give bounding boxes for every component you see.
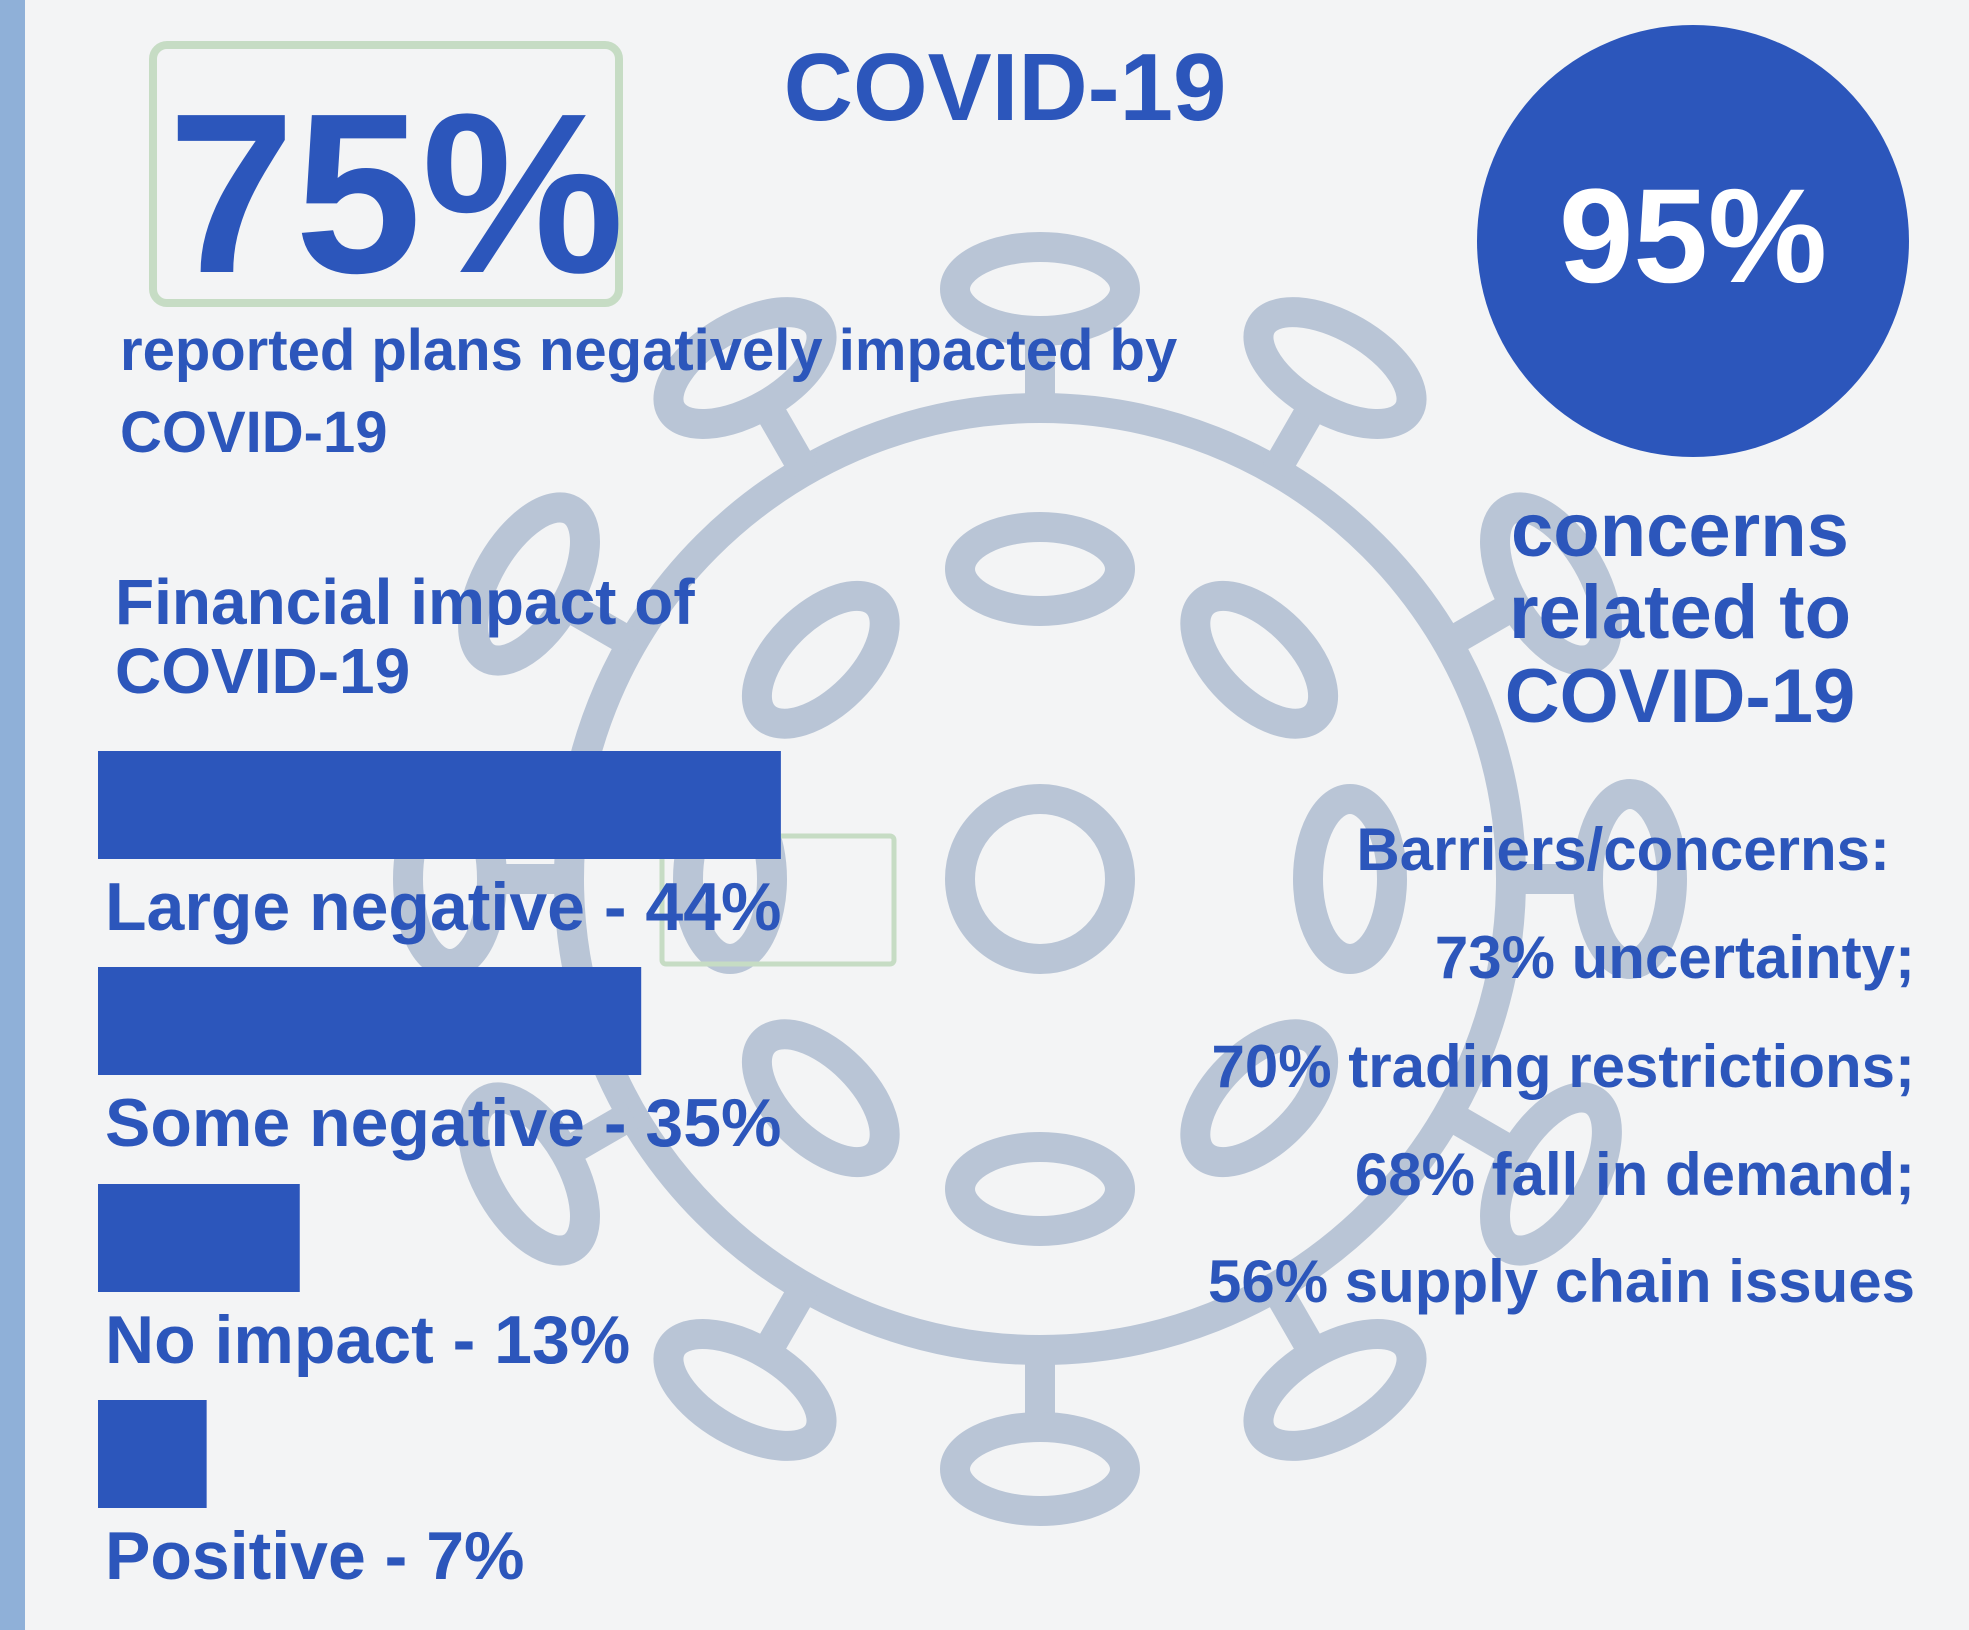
- page-title: COVID-19: [784, 34, 1227, 141]
- bar-label: Some negative - 35%: [105, 1085, 781, 1161]
- bar-label: Large negative - 44%: [105, 869, 781, 945]
- headline-caption: reported plans negatively impacted by: [120, 318, 1177, 383]
- concerns-figure: 95%: [1559, 162, 1827, 311]
- side-stripe: [0, 0, 25, 1630]
- headline-caption: COVID-19: [120, 400, 388, 465]
- barrier-item: 70% trading restrictions;: [1211, 1033, 1915, 1100]
- bar-label: Positive - 7%: [105, 1518, 525, 1594]
- concerns-caption: COVID-19: [1505, 654, 1856, 739]
- infographic: COVID-19 75% reported plans negatively i…: [0, 0, 1969, 1630]
- bar: [98, 967, 641, 1075]
- chart-title: Financial impact of: [115, 566, 695, 638]
- concerns-caption: related to: [1509, 570, 1851, 655]
- bar: [98, 1184, 300, 1292]
- barriers-heading: Barriers/concerns:: [1356, 816, 1890, 883]
- bar-label: No impact - 13%: [105, 1302, 630, 1378]
- bar: [98, 1400, 207, 1508]
- page: { "title": "COVID-19", "headline": {"fig…: [0, 0, 1969, 1630]
- concerns-caption: concerns: [1511, 488, 1849, 573]
- barrier-item: 68% fall in demand;: [1355, 1141, 1915, 1208]
- chart-title: COVID-19: [115, 635, 410, 707]
- headline-figure: 75%: [168, 67, 624, 321]
- bar: [98, 751, 781, 859]
- barrier-item: 73% uncertainty;: [1435, 924, 1915, 991]
- barrier-item: 56% supply chain issues: [1208, 1248, 1915, 1315]
